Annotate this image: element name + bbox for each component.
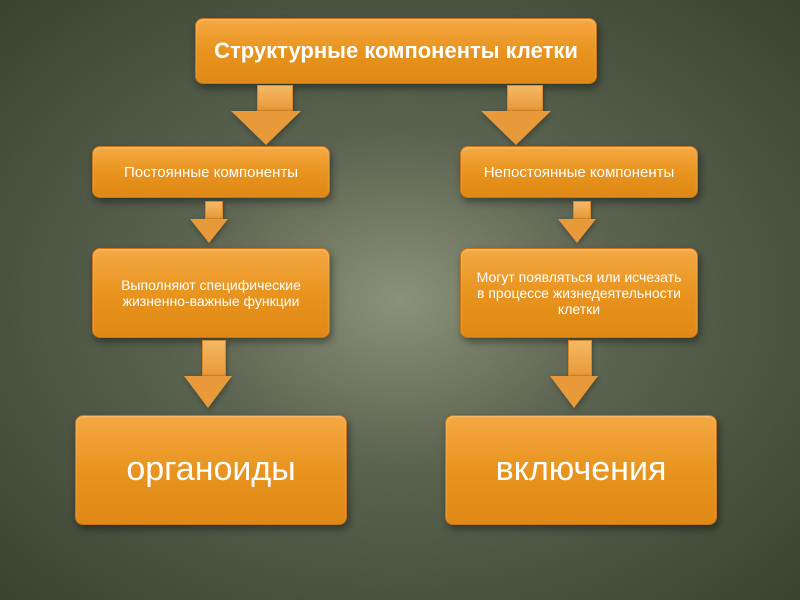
title-box: Структурные компоненты клетки [195, 18, 597, 84]
right-desc-box: Могут появляться или исчезать в процессе… [460, 248, 698, 338]
right-sub-text: Непостоянные компоненты [484, 164, 675, 181]
arrow-title-right [498, 85, 551, 145]
left-result-text: органоиды [126, 451, 295, 488]
arrow-title-left [248, 85, 301, 145]
left-desc-box: Выполняют специфические жизненно-важные … [92, 248, 330, 338]
title-text: Структурные компоненты клетки [214, 38, 578, 64]
arrow-right-small [568, 201, 596, 243]
left-result-box: органоиды [75, 415, 347, 525]
left-sub-box: Постоянные компоненты [92, 146, 330, 198]
right-sub-box: Непостоянные компоненты [460, 146, 698, 198]
right-result-text: включения [496, 451, 667, 488]
right-desc-text: Могут появляться или исчезать в процессе… [473, 269, 685, 317]
arrow-left-small [200, 201, 228, 243]
left-sub-text: Постоянные компоненты [124, 164, 298, 181]
right-result-box: включения [445, 415, 717, 525]
left-desc-text: Выполняют специфические жизненно-важные … [105, 277, 317, 309]
arrow-right-medium [562, 340, 598, 408]
arrow-left-medium [196, 340, 232, 408]
